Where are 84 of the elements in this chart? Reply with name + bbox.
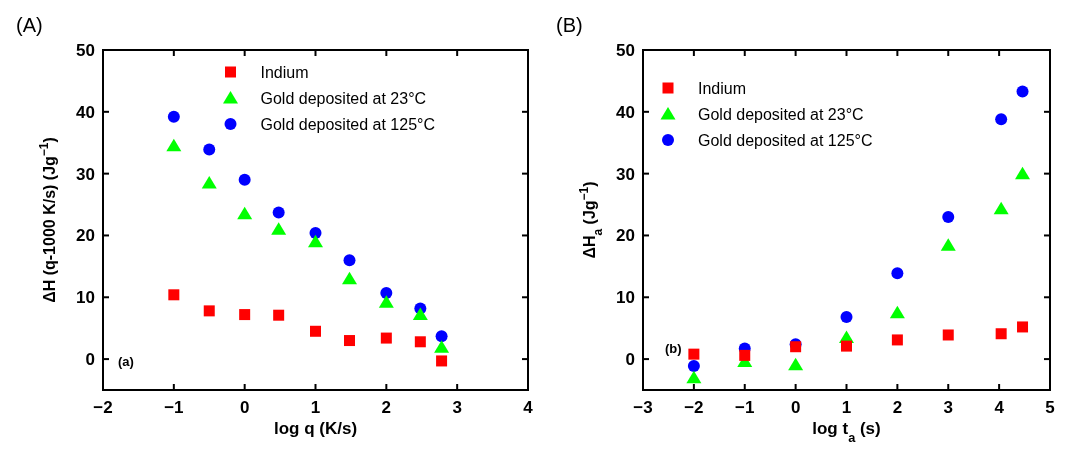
- point: [995, 113, 1008, 126]
- point: [436, 355, 448, 367]
- x-tick-label: 1: [841, 398, 852, 417]
- x-tick-label: −2: [93, 398, 113, 417]
- point: [788, 357, 804, 371]
- y-tick-label: 20: [76, 226, 95, 246]
- point: [1016, 85, 1029, 98]
- x-tick-label: 1: [310, 398, 321, 417]
- point: [167, 110, 180, 123]
- legend-label: Gold deposited at 23°C: [698, 105, 864, 123]
- point: [273, 309, 285, 321]
- legend-label: Indium: [260, 63, 309, 81]
- legend-label: Gold deposited at 23°C: [260, 89, 427, 107]
- annotation: (a): [118, 354, 134, 369]
- y-tick-label: 50: [616, 40, 635, 60]
- x-tick-label: 4: [994, 398, 1005, 417]
- y-tick-label: 40: [76, 102, 95, 122]
- y-tick-label: 50: [76, 40, 95, 60]
- point: [380, 332, 392, 344]
- point: [342, 271, 357, 285]
- point: [841, 340, 852, 352]
- x-tick-label: −2: [684, 398, 704, 417]
- point: [308, 234, 323, 248]
- point: [688, 348, 700, 360]
- y-tick-label: 30: [76, 164, 95, 184]
- point: [687, 359, 700, 372]
- point: [239, 309, 251, 321]
- point: [344, 335, 355, 347]
- point: [203, 143, 216, 156]
- x-tick-label: −3: [633, 398, 653, 417]
- x-tick-label: 0: [790, 398, 801, 417]
- point: [435, 330, 448, 343]
- x-tick-label: 2: [892, 398, 903, 417]
- x-tick-label: 4: [523, 398, 534, 417]
- legend-label: Indium: [698, 79, 747, 97]
- point: [237, 206, 253, 220]
- y-tick-label: 20: [616, 226, 635, 246]
- x-tick-label: 0: [239, 398, 250, 417]
- x-axis-title: log t$_{a}$ (s): [812, 419, 881, 445]
- x-tick-label: −1: [164, 398, 184, 417]
- point: [310, 325, 321, 337]
- legend-label: Gold deposited at 125°C: [260, 115, 436, 133]
- y-tick-label: 0: [85, 350, 95, 370]
- point: [686, 370, 702, 384]
- y-tick-label: 0: [625, 350, 635, 370]
- point: [995, 328, 1007, 340]
- point: [993, 201, 1009, 215]
- point: [889, 305, 905, 319]
- x-tick-label: 2: [381, 398, 392, 417]
- point: [1017, 321, 1029, 333]
- point: [201, 175, 217, 189]
- point: [272, 206, 285, 219]
- x-tick-label: 5: [1045, 398, 1055, 417]
- point: [271, 222, 287, 235]
- point: [434, 340, 450, 353]
- x-tick-label: 3: [943, 398, 953, 417]
- point: [412, 307, 428, 321]
- point: [380, 286, 393, 299]
- point: [378, 295, 394, 308]
- point: [238, 173, 251, 186]
- point: [942, 329, 954, 341]
- legend-label: Gold deposited at 125°C: [698, 131, 873, 149]
- point: [168, 289, 180, 301]
- annotation: (b): [665, 341, 682, 356]
- x-tick-label: 3: [452, 398, 462, 417]
- point: [739, 349, 751, 361]
- point: [203, 305, 215, 317]
- point: [414, 336, 426, 348]
- point: [891, 334, 903, 346]
- point: [942, 210, 955, 223]
- point: [166, 138, 182, 152]
- y-tick-label: 30: [616, 164, 635, 184]
- chart-title: (B): [556, 14, 583, 36]
- x-axis-title: log q (K/s): [273, 419, 358, 438]
- y-tick-label: 10: [616, 288, 635, 308]
- point: [840, 311, 853, 324]
- point: [891, 267, 904, 280]
- y-tick-label: 40: [616, 102, 635, 122]
- y-tick-label: 10: [76, 288, 95, 308]
- point: [1015, 166, 1031, 180]
- chart-title: (A): [16, 14, 43, 36]
- point: [940, 238, 956, 251]
- point: [343, 254, 356, 267]
- x-tick-label: −1: [735, 398, 755, 417]
